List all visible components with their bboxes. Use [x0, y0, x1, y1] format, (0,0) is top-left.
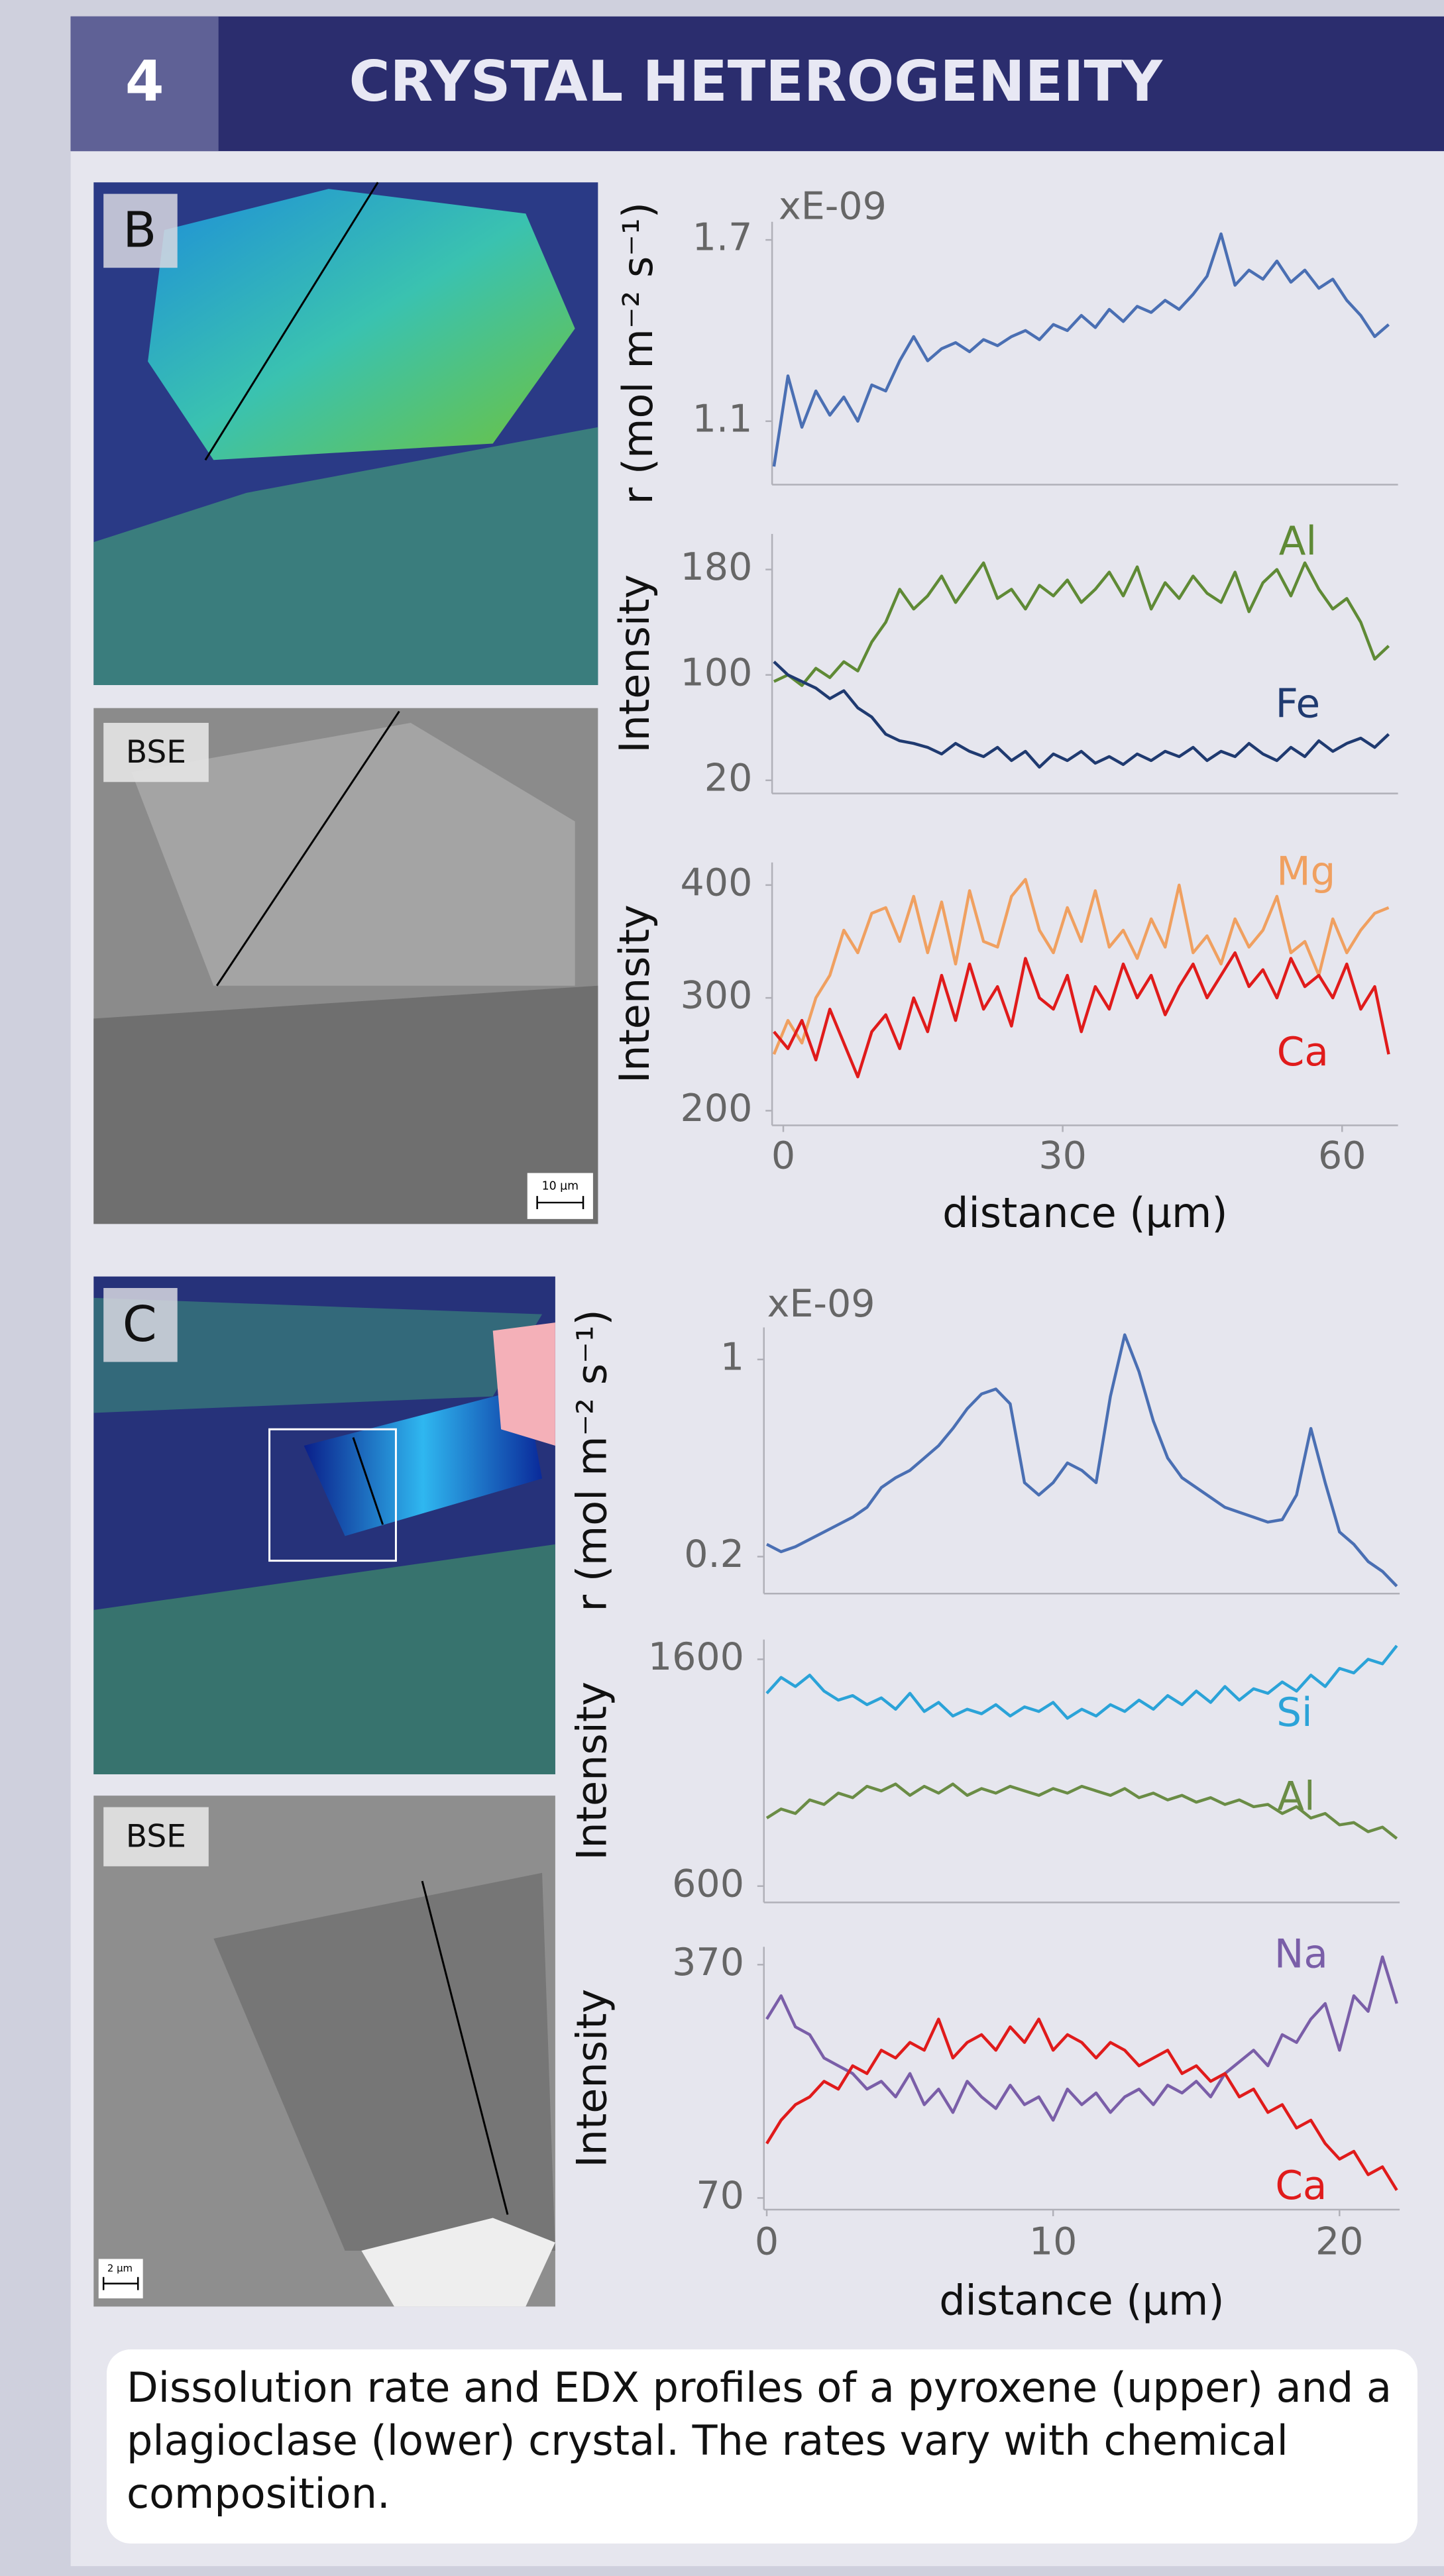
data-line: [766, 1333, 1398, 1587]
number-box: [70, 16, 219, 152]
profile-line: [215, 710, 400, 987]
crystal-region: [148, 189, 575, 460]
annotation: xE-09: [779, 185, 887, 229]
y-axis-label: Intensity: [567, 1682, 616, 1860]
map-texture: [93, 1297, 543, 1413]
scale-label: 2 µm: [107, 2262, 133, 2274]
series-label: Na: [1274, 1931, 1328, 1977]
x-axis-label: distance (µm): [939, 2276, 1224, 2324]
x-tick-label: 10: [1029, 2220, 1078, 2264]
y-axis-label: Intensity: [567, 1989, 616, 2168]
label-box: [103, 1807, 209, 1866]
data-line: [773, 561, 1390, 687]
x-axis-label: distance (µm): [942, 1189, 1227, 1237]
y-tick-label: 600: [672, 1862, 744, 1905]
map-texture: [492, 1322, 555, 1446]
x-tick-label: 30: [1038, 1134, 1087, 1178]
bse-texture: [361, 2218, 555, 2307]
data-line: [773, 951, 1390, 1079]
label-box: [103, 723, 209, 782]
profile-line: [352, 1437, 384, 1525]
series-label: Ca: [1277, 1030, 1329, 1075]
series-label: Al: [1279, 519, 1317, 564]
crystal-region: [304, 1388, 543, 1536]
profile-line: [204, 182, 379, 461]
y-axis-label: Intensity: [610, 574, 659, 753]
scale-bar: [536, 1196, 584, 1209]
section-number: 4: [125, 49, 164, 114]
y-tick-label: 1: [720, 1335, 744, 1379]
annotation: xE-09: [767, 1282, 875, 1326]
y-axis-label: Intensity: [610, 904, 659, 1083]
label-box: [103, 193, 178, 268]
series-label: Si: [1276, 1690, 1312, 1736]
data-line: [765, 2017, 1398, 2191]
y-tick-label: 200: [681, 1087, 753, 1130]
scale-box: [98, 2259, 143, 2298]
x-tick-label: 60: [1318, 1134, 1366, 1178]
series-label: Fe: [1276, 681, 1321, 727]
section-title: CRYSTAL HETEROGENEITY: [349, 49, 1163, 114]
profile-line: [421, 1880, 509, 2215]
bse-texture: [131, 723, 575, 986]
series-label: Ca: [1275, 2163, 1327, 2209]
scale-bar: [102, 2277, 139, 2290]
series-label: Al: [1277, 1774, 1315, 1819]
x-tick-label: 20: [1315, 2220, 1364, 2264]
y-axis-label: r (mol m⁻² s⁻¹): [614, 202, 662, 504]
y-tick-label: 70: [696, 2174, 744, 2218]
y-tick-label: 180: [681, 545, 753, 589]
data-line: [765, 1644, 1398, 1720]
scale-box: [527, 1173, 593, 1219]
image-label: BSE: [126, 734, 186, 771]
bse-texture: [213, 1872, 555, 2251]
label-box: [103, 1288, 178, 1362]
y-tick-label: 370: [672, 1941, 744, 1984]
series-label: Mg: [1276, 849, 1335, 894]
image-label: B: [123, 201, 156, 259]
scale-label: 10 µm: [542, 1179, 579, 1193]
y-tick-label: 100: [681, 651, 753, 694]
x-tick-label: 0: [771, 1134, 795, 1178]
y-tick-label: 1.1: [693, 397, 753, 441]
y-tick-label: 20: [704, 756, 753, 800]
y-tick-label: 1600: [648, 1635, 744, 1679]
y-tick-label: 0.2: [684, 1532, 744, 1576]
x-tick-label: 0: [755, 2220, 779, 2264]
image-label: C: [123, 1295, 157, 1353]
y-axis-label: r (mol m⁻² s⁻¹): [567, 1309, 616, 1611]
data-line: [765, 1955, 1398, 2122]
bse-texture: [93, 985, 598, 1224]
y-tick-label: 300: [681, 974, 753, 1018]
inset-box: [268, 1428, 397, 1562]
y-tick-label: 400: [681, 861, 753, 904]
charts: 1.11.7r (mol m⁻² s⁻¹) xE-0920100180Intens…: [567, 185, 1400, 2324]
data-line: [765, 1782, 1398, 1840]
map-texture: [93, 1544, 555, 1774]
data-line: [773, 661, 1390, 769]
data-line: [772, 878, 1390, 1055]
header-bar: [70, 16, 1444, 152]
y-tick-label: 1.7: [693, 216, 753, 260]
map-texture: [93, 427, 598, 685]
image-label: BSE: [126, 1819, 186, 1855]
caption: Dissolution rate and EDX profiles of a p…: [107, 2349, 1417, 2544]
data-line: [772, 232, 1390, 467]
